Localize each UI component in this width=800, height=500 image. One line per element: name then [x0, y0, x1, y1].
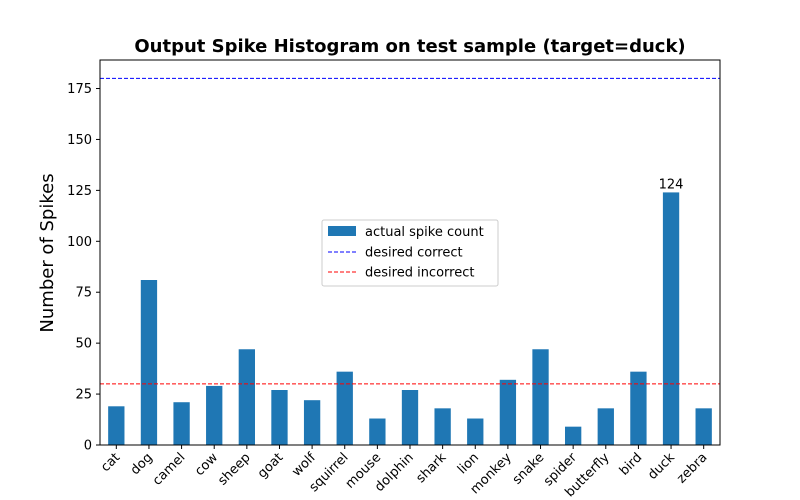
bar-spider [565, 426, 582, 445]
bar-butterfly [597, 408, 614, 445]
legend-swatch-actual [328, 226, 356, 236]
bar-dog [140, 280, 158, 445]
legend-label-actual: actual spike count [365, 225, 484, 240]
x-tick-label-lion: lion [455, 450, 482, 477]
x-tick-label-sheep: sheep [215, 450, 253, 488]
x-tick-label-bird: bird [617, 450, 645, 478]
y-tick-label: 25 [75, 388, 92, 403]
y-tick-label: 75 [75, 286, 92, 301]
x-tick-label-cat: cat [98, 450, 123, 475]
legend-label-desired-incorrect: desired incorrect [365, 266, 474, 281]
legend: actual spike count desired correct desired… [321, 219, 499, 287]
legend-label-desired-correct: desired correct [365, 246, 463, 261]
bar-sheep [238, 349, 255, 445]
bar-goat [271, 390, 288, 445]
x-tick-label-goat: goat [255, 450, 286, 481]
bar-cow [206, 385, 223, 445]
x-tick-label-zebra: zebra [674, 450, 710, 486]
bar-monkey [499, 379, 517, 445]
bar-cat [108, 406, 125, 445]
x-tick-label-shark: shark [413, 450, 449, 486]
bar-snake [532, 349, 549, 445]
y-tick-label: 175 [67, 82, 92, 97]
bar-camel [173, 402, 190, 445]
bars-layer [108, 192, 712, 445]
x-tick-label-cow: cow [192, 450, 221, 479]
y-axis-label: Number of Spikes [37, 173, 58, 332]
y-tick-label: 125 [67, 184, 92, 199]
y-tick-label: 50 [75, 337, 92, 352]
annotations: 124 [659, 177, 684, 192]
bar-wolf [303, 400, 321, 445]
y-tick-label: 100 [67, 235, 92, 250]
x-tick-label-dog: dog [128, 450, 156, 478]
bar-shark [434, 408, 451, 445]
x-tick-label-snake: snake [510, 450, 548, 488]
y-tick-label: 150 [67, 133, 92, 148]
x-tick-label-camel: camel [150, 450, 188, 488]
bar-lion [467, 418, 484, 445]
bar-duck [662, 192, 680, 445]
bar-dolphin [401, 390, 419, 445]
chart-title: Output Spike Histogram on test sample (t… [134, 36, 685, 57]
legend-box [321, 219, 499, 287]
y-tick-label: 0 [84, 439, 92, 454]
x-tick-label-duck: duck [645, 450, 678, 483]
annotation-duck: 124 [659, 177, 684, 192]
bar-bird [630, 371, 647, 445]
bar-mouse [369, 418, 386, 445]
bar-squirrel [336, 371, 353, 445]
reference-lines [100, 77, 720, 385]
bar-zebra [695, 408, 712, 445]
